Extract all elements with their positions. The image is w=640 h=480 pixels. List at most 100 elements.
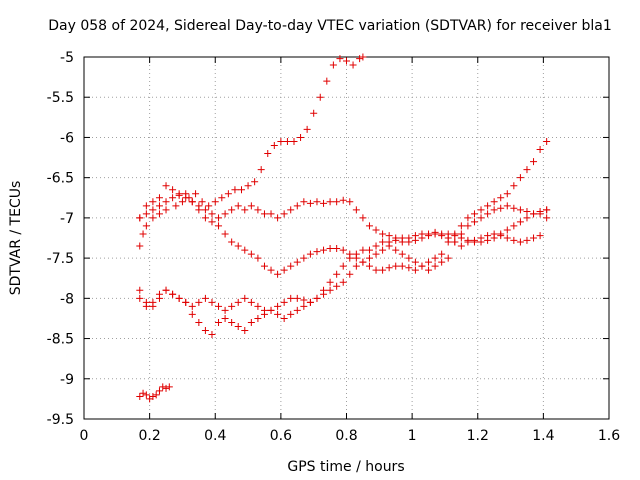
data-point <box>431 230 439 238</box>
data-point <box>208 331 216 339</box>
data-point <box>352 250 360 258</box>
data-point <box>162 206 170 214</box>
data-point <box>411 258 419 266</box>
data-point <box>536 146 544 154</box>
data-point <box>379 230 387 238</box>
data-point <box>346 270 354 278</box>
data-point <box>359 214 367 222</box>
data-point <box>392 262 400 270</box>
data-point <box>201 214 209 222</box>
data-point <box>247 250 255 258</box>
data-point <box>195 298 203 306</box>
data-point <box>228 302 236 310</box>
data-point <box>260 210 268 218</box>
data-point <box>293 258 301 266</box>
data-point <box>470 236 478 244</box>
data-point <box>208 298 216 306</box>
data-point <box>372 242 380 250</box>
data-point <box>497 194 505 202</box>
data-point <box>523 207 531 215</box>
y-tick-label: -9.5 <box>47 412 74 428</box>
data-point <box>510 182 518 190</box>
data-point <box>329 61 337 69</box>
series-track-5 <box>136 202 551 339</box>
data-point <box>536 232 544 240</box>
data-point <box>149 298 157 306</box>
data-point <box>431 254 439 262</box>
data-point <box>280 210 288 218</box>
data-point <box>208 218 216 226</box>
data-point <box>274 214 282 222</box>
data-point <box>418 262 426 270</box>
data-point <box>208 210 216 218</box>
data-point <box>457 222 465 230</box>
data-point <box>346 198 354 206</box>
data-point <box>543 137 551 145</box>
data-point <box>451 230 459 238</box>
data-point <box>405 238 413 246</box>
data-point <box>283 137 291 145</box>
data-point <box>280 298 288 306</box>
data-point <box>287 310 295 318</box>
data-point <box>182 190 190 198</box>
data-point <box>228 238 236 246</box>
data-point <box>293 294 301 302</box>
data-point <box>247 202 255 210</box>
y-tick-label: -6.5 <box>47 171 74 187</box>
data-point <box>155 290 163 298</box>
data-point <box>247 298 255 306</box>
data-point <box>530 158 538 166</box>
data-point <box>306 250 314 258</box>
data-point <box>510 222 518 230</box>
data-point <box>165 383 173 391</box>
data-point <box>300 296 308 304</box>
data-point <box>287 294 295 302</box>
data-point <box>136 392 144 400</box>
data-point <box>155 210 163 218</box>
data-point <box>300 254 308 262</box>
x-tick-label: 0 <box>80 428 89 444</box>
data-point <box>188 310 196 318</box>
data-point <box>136 214 144 222</box>
data-point <box>444 254 452 262</box>
data-point <box>277 137 285 145</box>
data-point <box>172 202 180 210</box>
data-point <box>267 266 275 274</box>
data-point <box>320 246 328 254</box>
data-point <box>516 206 524 214</box>
data-point <box>477 214 485 222</box>
data-point <box>385 264 393 272</box>
data-point <box>215 302 223 310</box>
data-point <box>274 270 282 278</box>
data-point <box>228 206 236 214</box>
data-point <box>178 198 186 206</box>
data-point <box>300 198 308 206</box>
data-point <box>267 210 275 218</box>
data-point <box>155 194 163 202</box>
data-point <box>365 254 373 262</box>
data-point <box>152 391 160 399</box>
data-point <box>484 210 492 218</box>
data-point <box>238 186 245 194</box>
data-point <box>464 222 472 230</box>
data-point <box>431 262 439 270</box>
data-point <box>326 244 334 252</box>
data-point <box>149 392 157 400</box>
data-point <box>457 230 465 238</box>
data-point <box>297 133 305 141</box>
data-point <box>260 310 268 318</box>
data-point <box>503 234 511 242</box>
y-tick-label: -9 <box>60 372 74 388</box>
data-point <box>234 242 242 250</box>
chart-title: Day 058 of 2024, Sidereal Day-to-day VTE… <box>48 18 611 34</box>
data-point <box>175 191 183 199</box>
data-point <box>398 238 406 246</box>
data-point <box>490 198 498 206</box>
data-point <box>379 266 387 274</box>
data-point <box>516 174 524 182</box>
data-point <box>339 246 347 254</box>
data-point <box>169 194 177 202</box>
data-point <box>536 210 544 218</box>
data-point <box>392 246 400 254</box>
